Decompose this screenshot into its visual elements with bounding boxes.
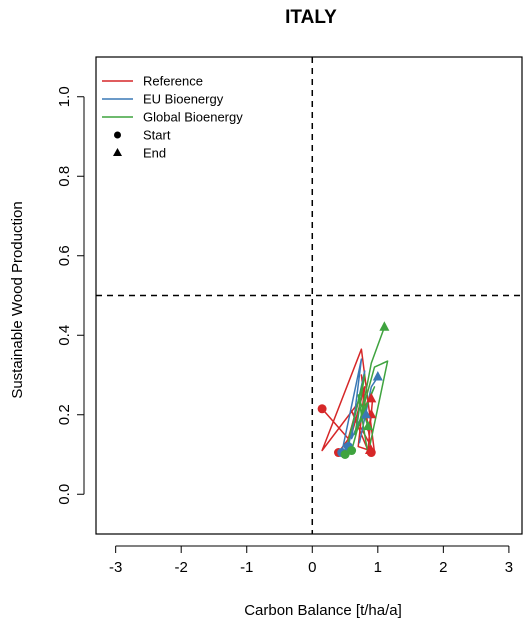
chart-title: ITALY: [285, 7, 337, 28]
x-tick-label: 0: [308, 559, 316, 576]
y-tick-label: 0.0: [56, 484, 73, 505]
x-tick-label: 2: [439, 559, 447, 576]
x-tick-label: -1: [240, 559, 253, 576]
series-line-reference: [337, 386, 371, 453]
legend-label: EU Bioenergy: [143, 92, 224, 107]
start-marker: [340, 450, 350, 459]
x-tick-label: -2: [175, 559, 188, 576]
x-tick-label: -3: [109, 559, 122, 576]
y-tick-label: 0.4: [56, 325, 73, 346]
legend-label: Reference: [143, 74, 203, 89]
series-line-global-bioenergy: [344, 327, 386, 455]
legend: Reference EU Bioenergy Global Bioenergy Sta…: [102, 74, 243, 161]
end-marker: [379, 321, 390, 331]
x-tick-label: 1: [374, 559, 382, 576]
start-marker: [317, 404, 327, 414]
x-axis-label: Carbon Balance [t/ha/a]: [244, 602, 402, 619]
legend-swatch-triangle: [113, 148, 122, 156]
end-marker: [372, 370, 383, 381]
legend-label: Start: [143, 128, 171, 143]
start-marker: [347, 446, 357, 456]
x-tick-label: 3: [505, 559, 513, 576]
y-axis-label: Sustainable Wood Production: [9, 201, 26, 398]
series-line-global-bioenergy: [350, 360, 389, 456]
y-tick-label: 0.8: [56, 166, 73, 187]
legend-label: Global Bioenergy: [143, 110, 243, 125]
legend-swatch-circle: [114, 131, 121, 139]
end-marker: [362, 420, 373, 431]
start-marker: [366, 448, 376, 458]
y-tick-label: 0.6: [56, 245, 73, 266]
y-tick-label: 1.0: [56, 86, 73, 107]
marker-layer: [317, 321, 390, 459]
reference-lines: [96, 57, 522, 534]
x-axis: -3 -2 -1 0 1 2 3: [109, 545, 513, 576]
y-tick-label: 0.2: [56, 404, 73, 425]
series-line-reference: [321, 348, 376, 454]
end-marker: [361, 408, 372, 419]
legend-label: End: [143, 146, 166, 161]
series-layer: [321, 327, 389, 456]
y-axis: 0.0 0.2 0.4 0.6 0.8 1.0: [56, 86, 85, 505]
end-marker: [366, 392, 377, 403]
